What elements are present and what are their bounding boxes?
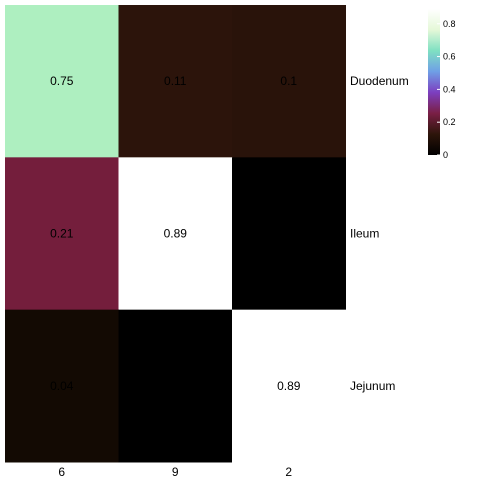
colorbar-tick-label: 0 — [443, 150, 448, 160]
heatmap-cell-duodenum-2 — [232, 5, 346, 158]
column-label-2: 2 — [285, 465, 292, 479]
colorbar-tick-label: 0.8 — [443, 19, 456, 29]
colorbar-gradient — [428, 9, 440, 155]
heatmap-cells: 0.75 0.11 0.1 0.21 0.89 0.04 0.89 — [5, 5, 346, 463]
heatmap-cell-jejunum-6 — [5, 309, 119, 463]
column-tick-labels: 6 9 2 — [58, 465, 292, 479]
cell-value-label: 0.89 — [277, 379, 301, 393]
heatmap-cell-jejunum-9 — [118, 309, 233, 463]
row-label-ileum: Ileum — [350, 226, 379, 240]
column-label-9: 9 — [172, 465, 179, 479]
colorbar-tick-label: 0.2 — [443, 117, 456, 127]
heatmap-cell-duodenum-6 — [5, 5, 119, 158]
row-label-jejunum: Jejunum — [350, 379, 395, 393]
cell-value-label: 0.75 — [50, 74, 74, 88]
row-label-duodenum: Duodenum — [350, 74, 409, 88]
cell-value-label: 0.04 — [50, 379, 74, 393]
heatmap-cell-ileum-6 — [5, 157, 119, 311]
colorbar: 0 0.2 0.4 0.6 0.8 — [428, 9, 456, 160]
cell-value-label: 0.89 — [164, 226, 188, 240]
heatmap-cell-jejunum-2 — [232, 309, 346, 463]
colorbar-tick-label: 0.4 — [443, 84, 456, 94]
heatmap-cell-ileum-9 — [118, 157, 233, 311]
heatmap-cell-duodenum-9 — [118, 5, 233, 158]
cell-value-label: 0.1 — [280, 74, 297, 88]
row-tick-labels: Duodenum Ileum Jejunum — [350, 74, 409, 393]
cell-value-label: 0.21 — [50, 226, 74, 240]
cell-value-label: 0.11 — [164, 74, 187, 88]
heatmap-cell-ileum-2 — [232, 157, 346, 311]
column-label-6: 6 — [58, 465, 65, 479]
colorbar-tick-label: 0.6 — [443, 52, 456, 62]
